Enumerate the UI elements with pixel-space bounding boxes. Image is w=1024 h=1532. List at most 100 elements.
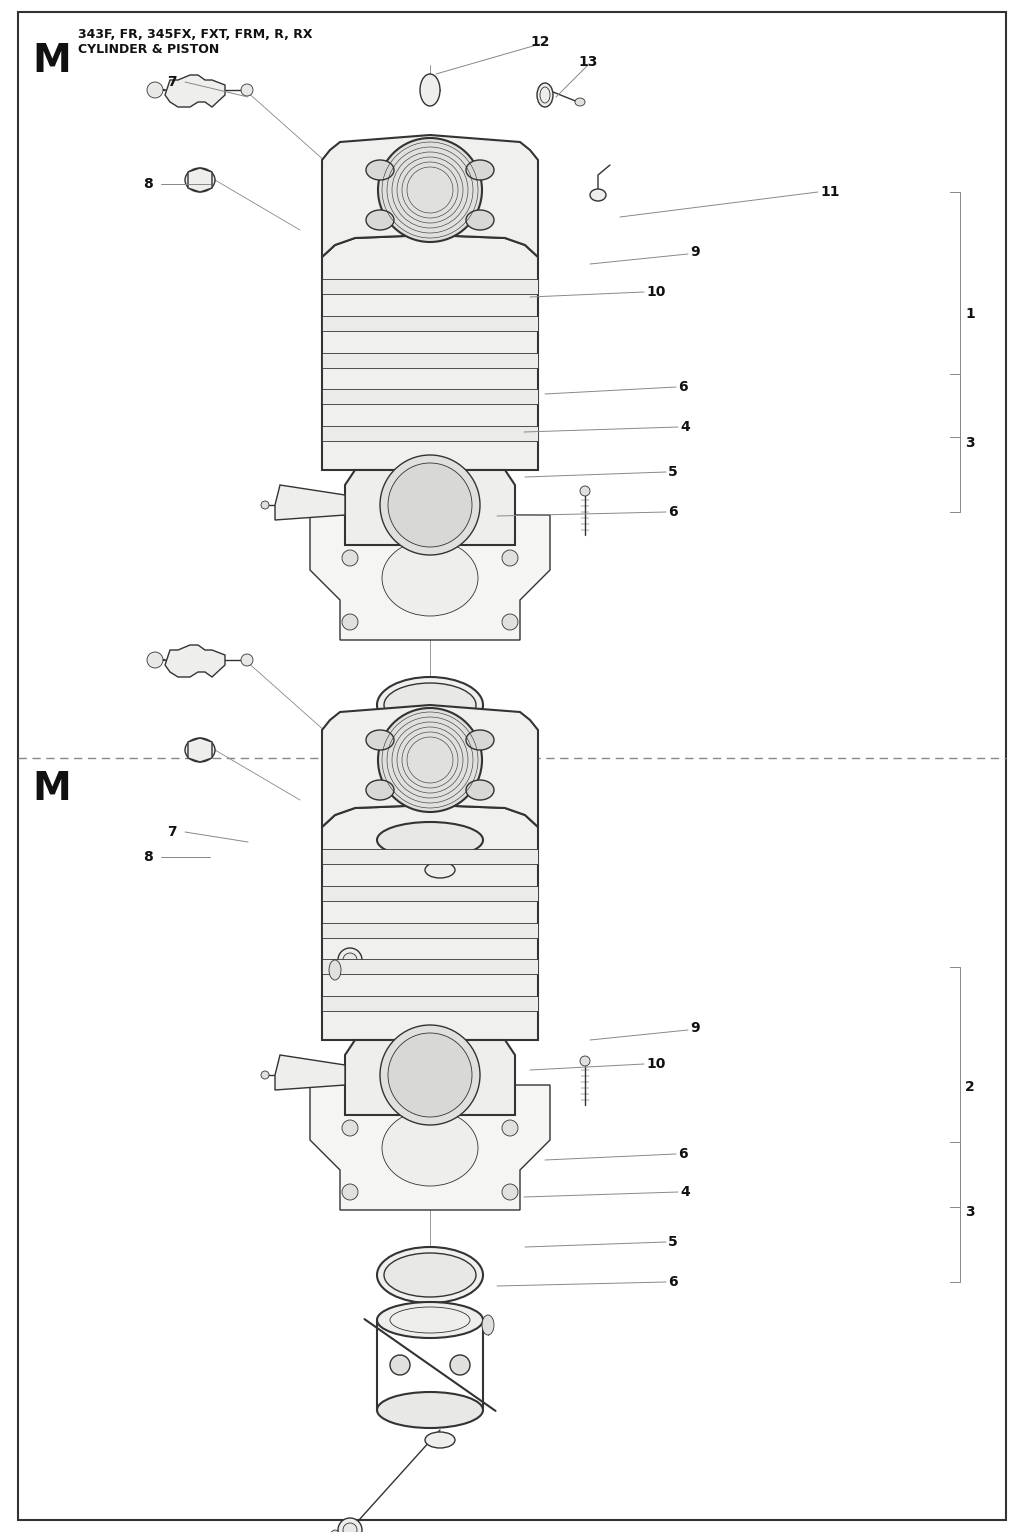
Ellipse shape — [450, 1354, 470, 1376]
Polygon shape — [322, 922, 538, 938]
Polygon shape — [322, 279, 538, 294]
Ellipse shape — [241, 654, 253, 666]
Ellipse shape — [377, 1302, 483, 1337]
Polygon shape — [275, 1056, 345, 1089]
Ellipse shape — [466, 159, 494, 179]
Text: 4: 4 — [680, 1184, 690, 1200]
Text: M: M — [32, 771, 71, 807]
Text: 9: 9 — [690, 1020, 699, 1036]
Text: 7: 7 — [167, 75, 177, 89]
Ellipse shape — [241, 84, 253, 97]
Ellipse shape — [378, 138, 482, 242]
Ellipse shape — [380, 455, 480, 555]
Ellipse shape — [378, 708, 482, 812]
Ellipse shape — [147, 653, 163, 668]
Ellipse shape — [575, 98, 585, 106]
Text: 7: 7 — [167, 826, 177, 840]
Ellipse shape — [338, 1518, 362, 1532]
Ellipse shape — [185, 169, 215, 192]
Ellipse shape — [380, 1025, 480, 1124]
Polygon shape — [322, 885, 538, 901]
Text: 343F, FR, 345FX, FXT, FRM, R, RX: 343F, FR, 345FX, FXT, FRM, R, RX — [78, 28, 312, 40]
Polygon shape — [345, 1040, 515, 1115]
Polygon shape — [310, 1085, 550, 1210]
Ellipse shape — [329, 1530, 341, 1532]
Ellipse shape — [342, 1184, 358, 1200]
Text: 2: 2 — [965, 1080, 975, 1094]
Polygon shape — [188, 738, 212, 761]
Polygon shape — [310, 515, 550, 640]
Polygon shape — [322, 316, 538, 331]
Polygon shape — [345, 470, 515, 545]
Text: 12: 12 — [530, 35, 550, 49]
Ellipse shape — [580, 1056, 590, 1066]
Ellipse shape — [482, 745, 494, 764]
Text: 4: 4 — [680, 420, 690, 434]
Text: 6: 6 — [668, 1275, 678, 1288]
Ellipse shape — [366, 159, 394, 179]
Polygon shape — [188, 169, 212, 192]
Ellipse shape — [502, 1184, 518, 1200]
Polygon shape — [322, 804, 538, 1040]
Ellipse shape — [390, 784, 410, 804]
Polygon shape — [322, 135, 538, 257]
Ellipse shape — [377, 823, 483, 858]
Ellipse shape — [590, 188, 606, 201]
Ellipse shape — [366, 210, 394, 230]
Polygon shape — [322, 959, 538, 974]
Ellipse shape — [377, 677, 483, 732]
Text: 5: 5 — [668, 466, 678, 480]
Polygon shape — [322, 996, 538, 1011]
Ellipse shape — [466, 731, 494, 751]
Ellipse shape — [388, 463, 472, 547]
Ellipse shape — [366, 780, 394, 800]
Ellipse shape — [147, 83, 163, 98]
Ellipse shape — [502, 550, 518, 565]
Ellipse shape — [366, 731, 394, 751]
Text: 8: 8 — [143, 178, 153, 192]
Text: 6: 6 — [668, 506, 678, 519]
Text: 10: 10 — [646, 1057, 666, 1071]
Ellipse shape — [185, 738, 215, 761]
Text: 1: 1 — [965, 306, 975, 322]
Ellipse shape — [466, 210, 494, 230]
Text: 11: 11 — [820, 185, 840, 199]
Polygon shape — [322, 389, 538, 404]
Ellipse shape — [502, 614, 518, 630]
Ellipse shape — [466, 780, 494, 800]
Ellipse shape — [382, 539, 478, 616]
Text: 10: 10 — [646, 285, 666, 299]
Ellipse shape — [377, 732, 483, 768]
Polygon shape — [275, 486, 345, 519]
Polygon shape — [322, 849, 538, 864]
Text: 13: 13 — [579, 55, 598, 69]
Ellipse shape — [342, 550, 358, 565]
Polygon shape — [322, 352, 538, 368]
Ellipse shape — [388, 1033, 472, 1117]
Polygon shape — [322, 426, 538, 441]
Ellipse shape — [384, 683, 476, 728]
Ellipse shape — [425, 863, 455, 878]
Ellipse shape — [425, 1432, 455, 1448]
Ellipse shape — [502, 1120, 518, 1137]
Ellipse shape — [338, 948, 362, 971]
Ellipse shape — [377, 1247, 483, 1304]
Ellipse shape — [420, 74, 440, 106]
Ellipse shape — [390, 1354, 410, 1376]
Ellipse shape — [450, 784, 470, 804]
Polygon shape — [165, 645, 225, 677]
Polygon shape — [322, 705, 538, 827]
Ellipse shape — [261, 501, 269, 509]
Ellipse shape — [377, 1393, 483, 1428]
Polygon shape — [165, 75, 225, 107]
Text: 6: 6 — [678, 1147, 688, 1161]
Ellipse shape — [482, 1314, 494, 1334]
Ellipse shape — [261, 1071, 269, 1079]
Ellipse shape — [382, 1111, 478, 1186]
Ellipse shape — [342, 614, 358, 630]
Ellipse shape — [342, 1120, 358, 1137]
Text: CYLINDER & PISTON: CYLINDER & PISTON — [78, 43, 219, 55]
Ellipse shape — [343, 953, 357, 967]
Ellipse shape — [343, 1523, 357, 1532]
Text: 5: 5 — [668, 1235, 678, 1249]
